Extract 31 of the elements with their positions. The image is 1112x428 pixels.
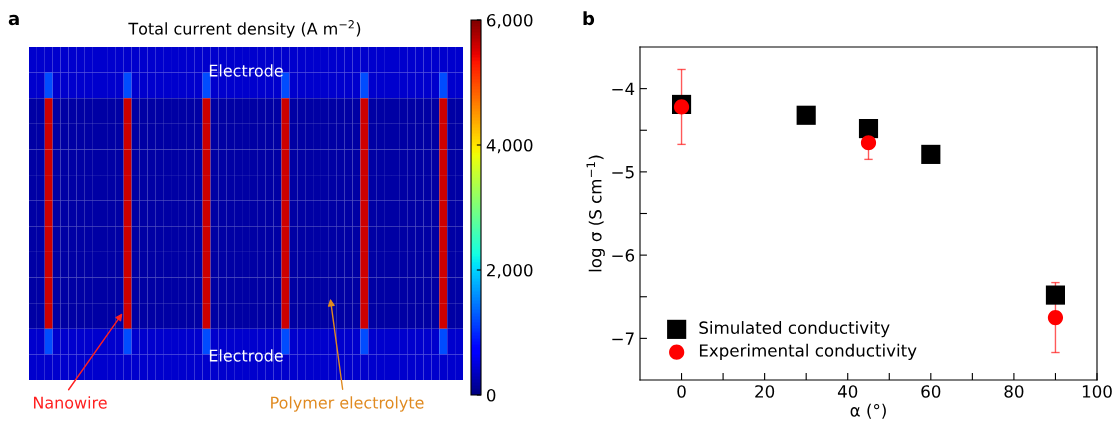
point (1045, 285, 1066, 305)
color-bar-label: 6,000 (487, 13, 533, 29)
y-axis-title: log σ (S cm$^{−1}$) (586, 155, 605, 272)
text: a (8, 14, 19, 26)
point (673, 99, 690, 115)
text: Polymer electrolyte (271, 396, 424, 412)
color-bar-label: 2,000 (487, 263, 533, 279)
text: Nanowire (33, 396, 107, 409)
x-tick-label: 60 (921, 385, 941, 398)
text: b (583, 11, 595, 26)
x-tick-label: 100 (1082, 385, 1112, 398)
point (1047, 309, 1064, 326)
x-tick-label: 80 (1004, 385, 1024, 398)
x-tick-label: 20 (755, 385, 775, 398)
y-tick-label: −4 (612, 82, 635, 95)
y-tick-label: −7 (612, 332, 634, 345)
annotation: Electrode (209, 349, 283, 362)
point (921, 144, 941, 164)
annotation: Electrode (209, 64, 283, 77)
legend-label: Simulated conductivity (699, 321, 890, 338)
y-tick-label: −6 (612, 249, 635, 262)
point (858, 119, 879, 139)
x-tick-label: 40 (837, 385, 858, 398)
x-axis-title: α (°) (850, 403, 886, 419)
y-tick-label: −5 (612, 166, 634, 179)
x-tick-label: 0 (677, 385, 686, 398)
chart-title: Total current density (A m$^{−2}$) (128, 20, 361, 38)
point (796, 105, 816, 125)
color-bar-label: 4,000 (486, 138, 533, 154)
legend-label: Experimental conductivity (699, 343, 917, 360)
point (860, 135, 877, 151)
